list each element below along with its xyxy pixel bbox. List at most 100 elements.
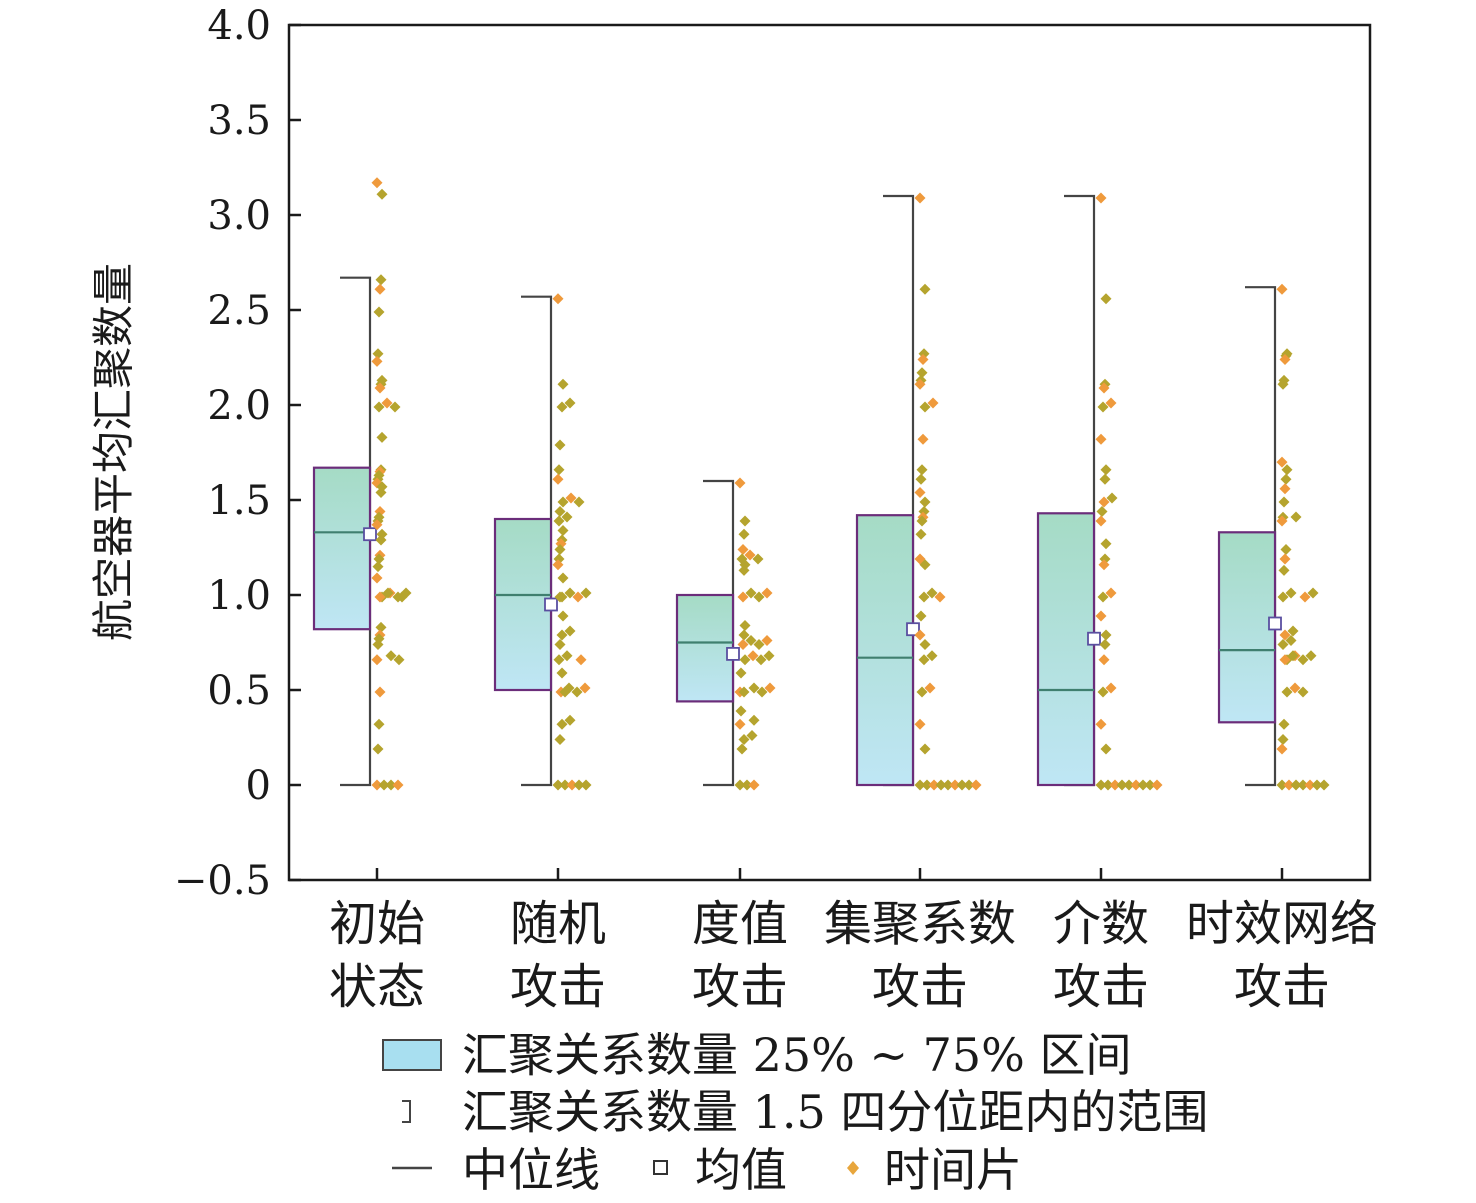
time-slice-point [372, 348, 384, 360]
time-slice-point [1130, 779, 1142, 791]
y-tick-label: 0.5 [207, 668, 271, 714]
time-slice-point [373, 401, 385, 413]
time-slice-point [371, 177, 383, 189]
time-slice-point [580, 587, 592, 599]
x-tick-label-line1: 时效网络 [1186, 896, 1378, 952]
time-slice-point [389, 401, 401, 413]
time-slice-point [375, 274, 387, 286]
time-slice-point [753, 639, 765, 650]
time-slice-point [736, 743, 748, 755]
y-tick-label: 3.0 [207, 193, 271, 239]
time-slice-point [1137, 779, 1149, 791]
time-slice-point [748, 682, 760, 694]
iqr-box [1036, 512, 1096, 787]
time-slice-point [552, 559, 564, 571]
time-slice-point [1285, 635, 1297, 646]
time-slice-point [1281, 464, 1293, 476]
time-slice-point [552, 293, 564, 305]
time-slice-point [1097, 401, 1109, 413]
x-tick-label-line1: 随机 [510, 896, 606, 952]
time-slice-point [557, 572, 569, 584]
time-slice-point [761, 587, 773, 599]
time-slice-point [1099, 473, 1111, 485]
time-slice-point [1285, 587, 1297, 599]
iqr-box [312, 466, 372, 631]
time-slice-point [1098, 382, 1110, 394]
time-slice-point [554, 506, 566, 517]
time-slice-point [372, 743, 384, 755]
time-slice-point [949, 779, 961, 791]
time-slice-point [554, 639, 566, 650]
time-slice-point [1277, 639, 1289, 650]
time-slice-point [564, 625, 576, 637]
time-slice-point [926, 587, 938, 599]
time-slice-point [934, 591, 946, 603]
iqr-box [1217, 531, 1277, 724]
time-slice-point [919, 743, 931, 755]
time-slice-point [557, 378, 569, 390]
time-slice-point [924, 682, 936, 694]
time-slice-point [738, 528, 750, 540]
time-slice-point [1304, 779, 1316, 791]
x-tick-label-line2: 攻击 [1234, 959, 1330, 1015]
time-slice-point [1105, 397, 1117, 409]
time-slice-point [554, 439, 566, 451]
time-slice-point [734, 779, 746, 791]
time-slice-point [737, 591, 749, 603]
time-slice-point [919, 401, 931, 413]
y-tick-label: −0.5 [174, 858, 271, 904]
y-tick-label: 0 [246, 763, 271, 809]
time-slice-point [739, 515, 751, 527]
y-tick-label: 2.0 [207, 383, 271, 429]
time-slice-point [917, 433, 929, 445]
time-slice-point [557, 525, 569, 536]
time-slice-point [561, 650, 573, 662]
mean-marker [1268, 616, 1282, 631]
time-slice-point [1100, 629, 1112, 641]
time-slice-point [1276, 743, 1288, 755]
time-slice-point [564, 714, 576, 726]
time-slice-point [921, 779, 933, 791]
time-slice-point [1297, 779, 1309, 791]
mean-marker [363, 527, 377, 542]
time-slice-point [919, 639, 931, 650]
time-slice-point [371, 779, 383, 791]
time-slice-point [1097, 686, 1109, 698]
time-slice-point [1279, 354, 1291, 365]
time-slice-point [745, 587, 757, 599]
plot-frame [287, 23, 1372, 882]
time-slice-point [1097, 591, 1109, 603]
time-slice-point [553, 515, 565, 527]
time-slice-point [393, 654, 405, 666]
time-slice-point [556, 629, 568, 641]
time-slice-point [382, 587, 394, 599]
time-slice-point [1278, 564, 1290, 576]
time-slice-point [385, 779, 397, 791]
time-slice-point [927, 397, 939, 409]
time-slice-point [1109, 779, 1121, 791]
time-slice-point [1280, 544, 1292, 555]
time-slice-point [747, 650, 759, 662]
time-slice-point [373, 718, 385, 730]
time-slice-point [1276, 779, 1288, 791]
time-slice-point [573, 779, 585, 791]
mean-marker [726, 647, 740, 661]
time-slice-point [381, 397, 393, 409]
time-slice-point [1279, 553, 1291, 565]
time-slice-point [1305, 650, 1317, 662]
legend-whisker-swatch [402, 1100, 411, 1123]
y-tick-label: 4.0 [207, 3, 271, 49]
time-slice-point [559, 686, 571, 698]
legend-mean-label: 均值 [695, 1143, 787, 1197]
time-slice-point [1280, 473, 1292, 485]
time-slice-point [1318, 779, 1330, 791]
time-slice-point [1287, 625, 1299, 637]
time-slice-point [371, 519, 383, 531]
time-slice-point [557, 610, 569, 622]
time-slice-point [919, 496, 931, 508]
time-slice-point [916, 367, 928, 379]
point-group [371, 177, 1330, 791]
time-slice-point [579, 682, 591, 694]
